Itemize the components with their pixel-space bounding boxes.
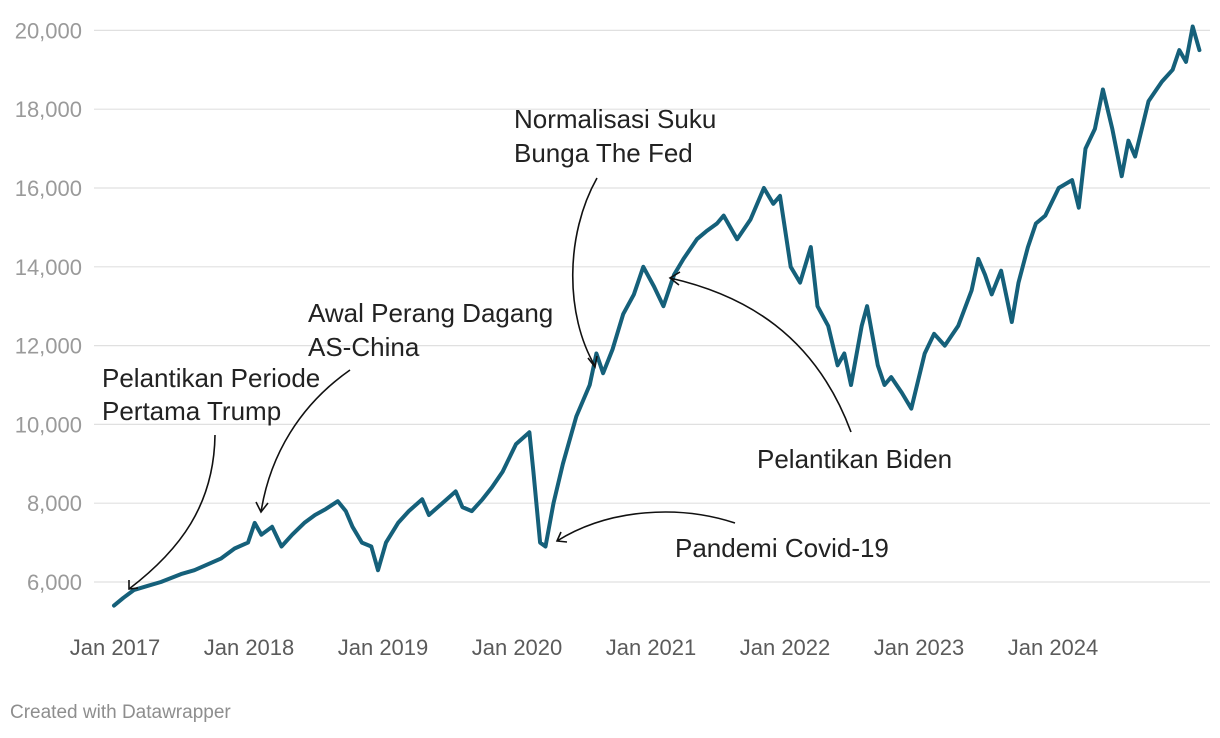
x-tick-label: Jan 2022 [740,635,831,660]
arrowhead-icon [555,531,568,543]
arrowhead-icon [587,355,598,369]
y-tick-label: 6,000 [27,570,82,595]
annotation-pelantikan-biden: Pelantikan Biden [668,271,952,474]
annotation-line: Awal Perang Dagang [308,298,553,328]
x-tick-label: Jan 2020 [472,635,563,660]
annotation-arrow [556,511,736,542]
line-chart: 6,000 8,000 10,000 12,000 14,000 16,000 18,000… [15,18,1210,660]
index-series-line [112,24,1202,608]
annotation-line: AS-China [308,332,420,362]
arrowhead-icon [128,580,139,590]
arrowhead-icon [255,501,269,514]
y-axis-labels: 6,000 8,000 10,000 12,000 14,000 16,000 18,000… [15,18,82,595]
y-tick-label: 10,000 [15,412,82,437]
y-tick-label: 20,000 [15,18,82,43]
annotation-perang-dagang: Awal Perang Dagang AS-China [255,298,553,514]
annotation-pandemi-covid: Pandemi Covid-19 [555,511,889,563]
annotation-line: Pertama Trump [102,396,281,426]
annotation-arrow [669,277,852,433]
annotation-arrow [128,434,216,590]
x-tick-label: Jan 2024 [1008,635,1099,660]
y-tick-label: 16,000 [15,176,82,201]
footer-credit: Created with Datawrapper [10,702,231,723]
x-tick-label: Jan 2023 [874,635,965,660]
x-tick-label: Jan 2018 [204,635,295,660]
y-tick-label: 8,000 [27,491,82,516]
annotation-arrow [572,177,598,367]
annotation-line: Pelantikan Periode [102,363,320,393]
y-tick-label: 14,000 [15,255,82,280]
y-tick-label: 18,000 [15,97,82,122]
x-tick-label: Jan 2021 [606,635,697,660]
annotation-arrow [260,369,351,513]
x-tick-label: Jan 2019 [338,635,429,660]
arrowhead-icon [668,271,681,286]
x-axis-labels: Jan 2017 Jan 2018 Jan 2019 Jan 2020 Jan 2021… [70,635,1099,660]
annotation-line: Normalisasi Suku [514,104,716,134]
y-tick-label: 12,000 [15,334,82,359]
annotation-line: Bunga The Fed [514,138,693,168]
annotation-pelantikan-trump: Pelantikan Periode Pertama Trump [102,363,320,590]
annotation-normalisasi-fed: Normalisasi Suku Bunga The Fed [514,104,716,369]
annotation-line: Pelantikan Biden [757,444,952,474]
annotation-line: Pandemi Covid-19 [675,533,889,563]
x-tick-label: Jan 2017 [70,635,161,660]
grid-lines [94,29,1210,583]
